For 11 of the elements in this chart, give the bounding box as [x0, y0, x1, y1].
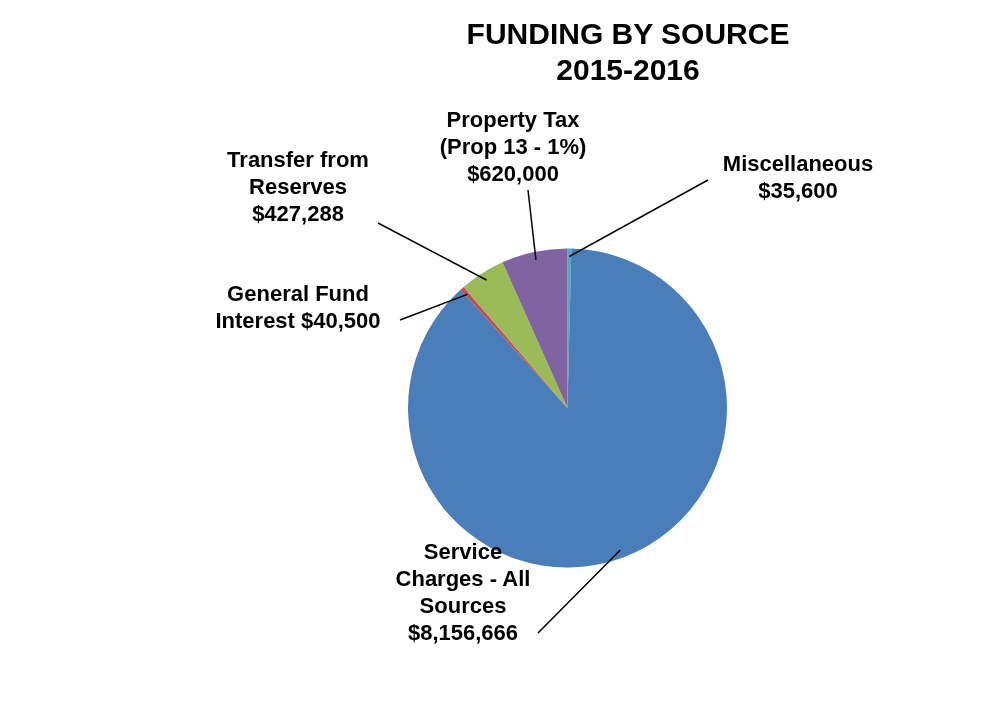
slice-label: Service Charges - All Sources: [395, 538, 531, 618]
data-label: $620,000: [467, 161, 559, 187]
slice-label: Transfer from Reserves: [227, 147, 369, 200]
chart-title: FUNDING BY SOURCE: [466, 17, 790, 51]
slice-label: Miscellaneous: [722, 150, 874, 176]
data-label: $8,156,666: [407, 619, 519, 645]
slice-label: Property Tax (Prop 13 - 1%): [439, 107, 587, 160]
slice-label: General Fund Interest $40,500: [215, 280, 381, 333]
data-label: $427,288: [252, 201, 344, 227]
data-label: $35,600: [758, 177, 838, 203]
chart-subtitle: 2015-2016: [556, 53, 700, 87]
